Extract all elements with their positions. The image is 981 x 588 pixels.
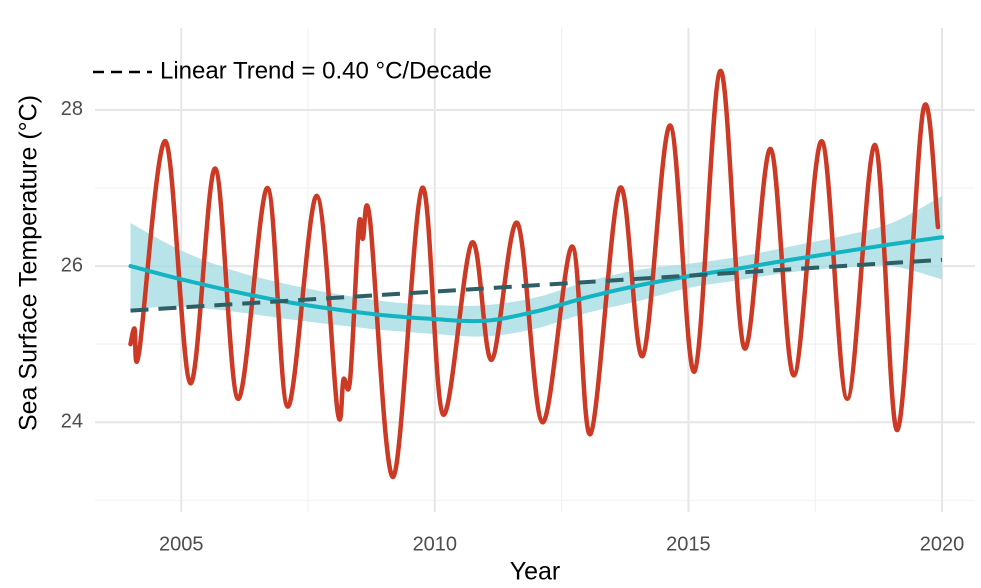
x-tick-label: 2020	[920, 533, 965, 555]
confidence-band	[130, 195, 943, 337]
y-tick-label: 26	[61, 254, 83, 276]
y-tick-label: 28	[61, 98, 83, 120]
x-tick-label: 2015	[666, 533, 711, 555]
line	[130, 257, 943, 313]
x-tick-label: 2005	[159, 533, 204, 555]
y-tick-label: 24	[61, 411, 83, 433]
y-axis-title: Sea Surface Temperature (°C)	[15, 95, 43, 431]
legend-label: Linear Trend = 0.40 °C/Decade	[160, 57, 492, 84]
line	[128, 68, 941, 480]
line	[128, 235, 945, 324]
x-axis-title: Year	[510, 558, 561, 586]
x-tick-label: 2010	[413, 533, 458, 555]
